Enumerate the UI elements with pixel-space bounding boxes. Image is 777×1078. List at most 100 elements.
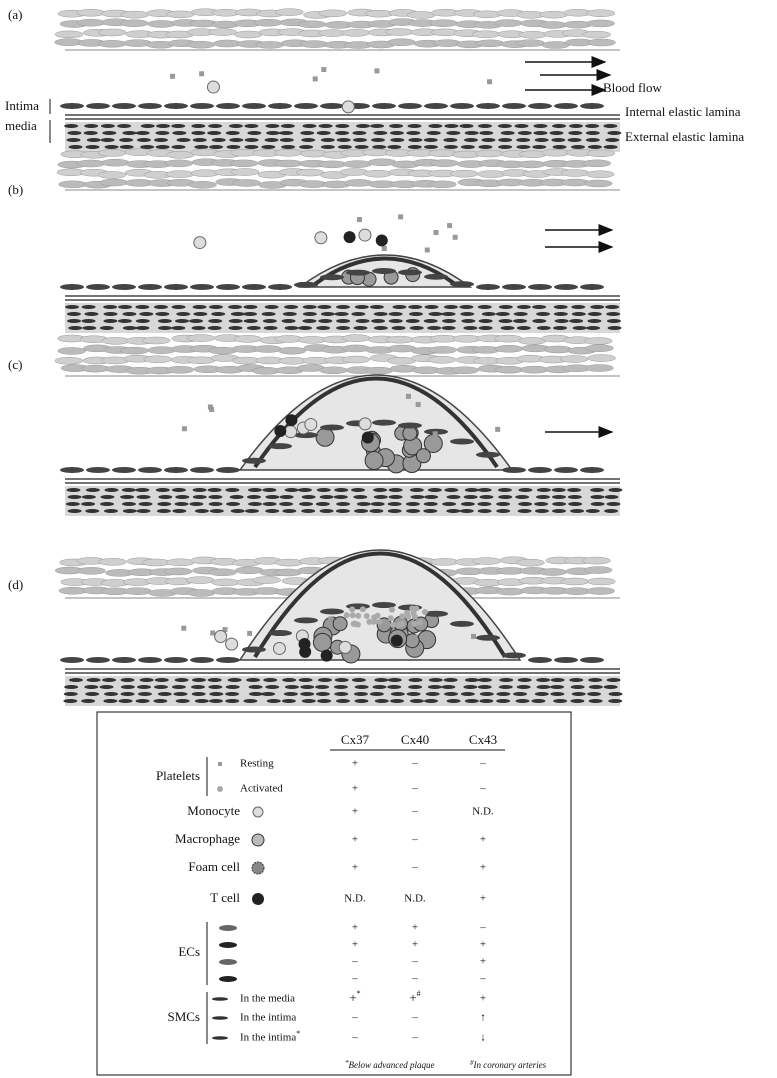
endothelial-cell [138, 103, 162, 109]
smc [191, 678, 206, 682]
smc [263, 326, 278, 330]
smc [138, 502, 153, 506]
platelet [398, 214, 404, 220]
endothelial-cell [294, 281, 318, 288]
wall-cell [341, 29, 371, 37]
endothelial-cell [86, 103, 110, 109]
wall-cell [472, 10, 502, 19]
cell: – [479, 783, 486, 795]
smc [301, 509, 316, 513]
smc [478, 319, 493, 323]
endothelial-cell [112, 657, 136, 663]
wall-cell [343, 160, 372, 168]
wall-cell [341, 334, 371, 342]
smc [67, 495, 82, 499]
smc [446, 509, 461, 513]
smc [64, 124, 79, 128]
endothelial-cell [242, 284, 266, 290]
smc [428, 124, 443, 128]
smc [302, 319, 317, 323]
smc [225, 488, 240, 492]
smc [171, 685, 186, 689]
wall-cell [234, 30, 263, 39]
smc [606, 319, 621, 323]
smc [464, 678, 479, 682]
smc [118, 305, 133, 309]
smc [211, 312, 226, 316]
cell: – [411, 973, 418, 985]
smc [175, 319, 190, 323]
smc [135, 326, 150, 330]
endothelial-cell [502, 284, 526, 290]
smc [459, 124, 474, 128]
smc [99, 326, 114, 330]
smc [443, 678, 458, 682]
smc [67, 131, 82, 135]
endothelial-cell [190, 103, 214, 109]
monocyte [214, 630, 228, 644]
smc [135, 488, 150, 492]
wall-cell [586, 587, 615, 595]
wall-cell [76, 159, 106, 168]
smc [441, 326, 456, 330]
wall-cell [341, 355, 371, 364]
wall-cell [76, 8, 106, 17]
smc [567, 495, 582, 499]
smc [171, 305, 186, 309]
smc [171, 145, 186, 149]
wall-cell [273, 159, 303, 168]
macrophage [402, 425, 418, 441]
platelet [412, 634, 418, 640]
smc [463, 495, 478, 499]
endothelial-cell [268, 443, 292, 450]
wall-cell [363, 169, 393, 178]
smc [535, 495, 550, 499]
smc [297, 488, 312, 492]
smc [498, 319, 513, 323]
endothelial-cell [372, 268, 396, 275]
smc [155, 145, 170, 149]
smc [317, 699, 332, 703]
wall-cell [166, 10, 195, 19]
wall-cell [252, 576, 281, 584]
smc [120, 495, 135, 499]
legend-icon [252, 893, 264, 905]
wall-cell [541, 149, 570, 157]
smc [516, 305, 531, 309]
smc [409, 488, 424, 492]
smc [243, 305, 258, 309]
smc [604, 495, 619, 499]
smc [408, 305, 423, 309]
smc [301, 138, 316, 142]
smc [552, 502, 567, 506]
smc [153, 305, 168, 309]
column-header: Cx40 [401, 732, 429, 747]
monocyte [225, 637, 239, 651]
smc [553, 699, 568, 703]
endothelial-cell [502, 652, 526, 659]
monocyte [314, 231, 328, 245]
smc [67, 509, 82, 513]
smc [372, 685, 387, 689]
smc [157, 319, 172, 323]
smc [498, 495, 513, 499]
wall-cell [58, 180, 87, 189]
footnote-text: In coronary arteries [473, 1060, 547, 1070]
smc [281, 699, 296, 703]
wall-cell [429, 19, 458, 27]
platelet [415, 401, 421, 407]
smc [389, 131, 404, 135]
endothelial-cell [580, 657, 604, 663]
smc [174, 502, 189, 506]
smc [441, 685, 456, 689]
wall-cell [232, 179, 261, 187]
endothelial-cell [450, 103, 474, 109]
smc [427, 685, 442, 689]
endothelial-cell [476, 451, 500, 458]
smc [86, 138, 101, 142]
smc [315, 692, 330, 696]
smc [536, 488, 551, 492]
panel-label: (a) [8, 7, 22, 22]
smc [264, 305, 279, 309]
endothelial-cell [450, 438, 474, 445]
